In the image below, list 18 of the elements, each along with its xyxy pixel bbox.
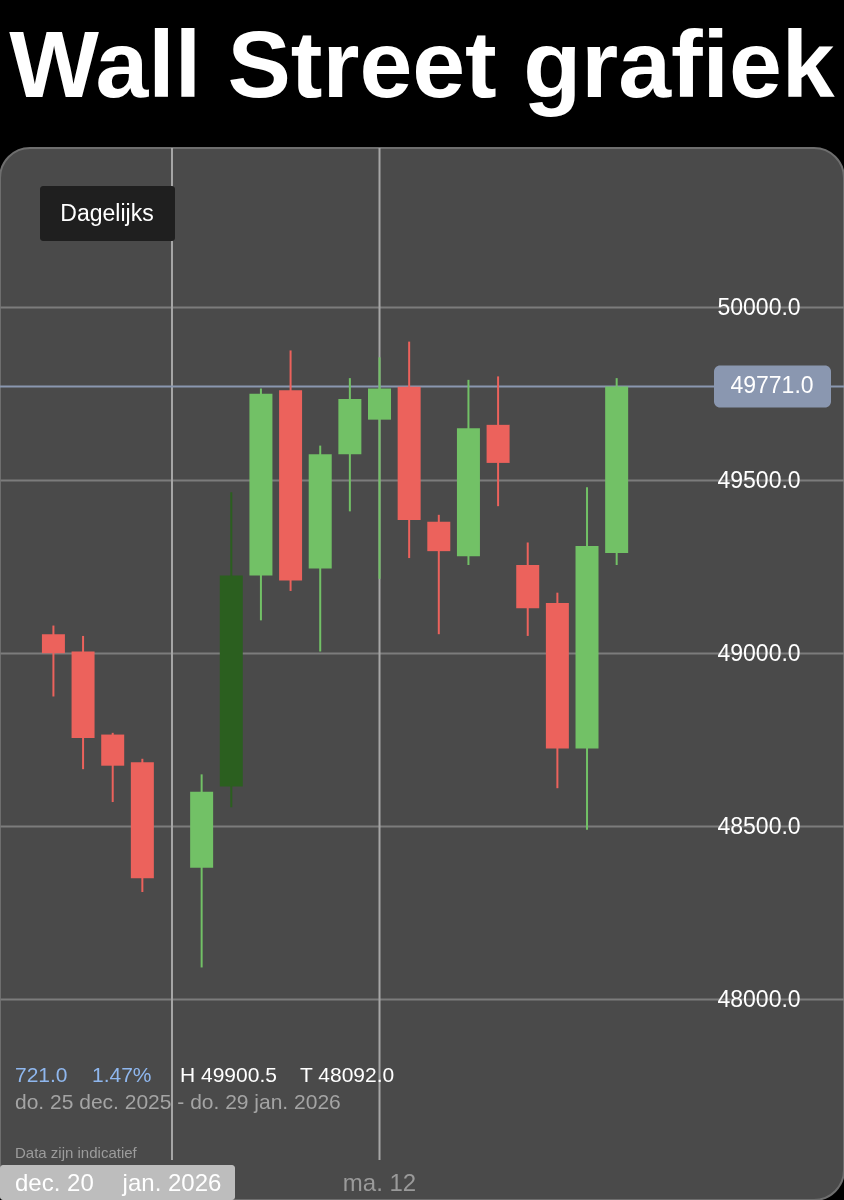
chart-title: Wall Street grafiek [9,11,835,117]
x-tick-label: ma. 12 [342,1169,417,1196]
annotation: T 48092.0 [300,1063,395,1086]
annotation: Data zijn indicatief [15,1144,138,1161]
y-tick-label: 48000.0 [717,985,801,1012]
annotation: H 49900.5 [180,1063,277,1086]
candlestick [41,624,65,698]
annotation: do. 25 dec. 2025 - do. 29 jan. 2026 [15,1090,341,1113]
annotation: 721.0 [15,1063,68,1086]
y-tick-label: 49500.0 [717,466,801,493]
annotation: 1.47% [92,1063,152,1086]
y-tick-label: 50000.0 [717,293,801,320]
y-tick-label: 49000.0 [717,639,801,666]
annotation: Dagelijks [60,200,154,226]
annotation: dec. 20 [15,1169,94,1196]
ref-line-label: 49771.0 [730,372,814,399]
x-tick-label: jan. 2026 [121,1169,222,1196]
y-tick-label: 48500.0 [717,812,801,839]
